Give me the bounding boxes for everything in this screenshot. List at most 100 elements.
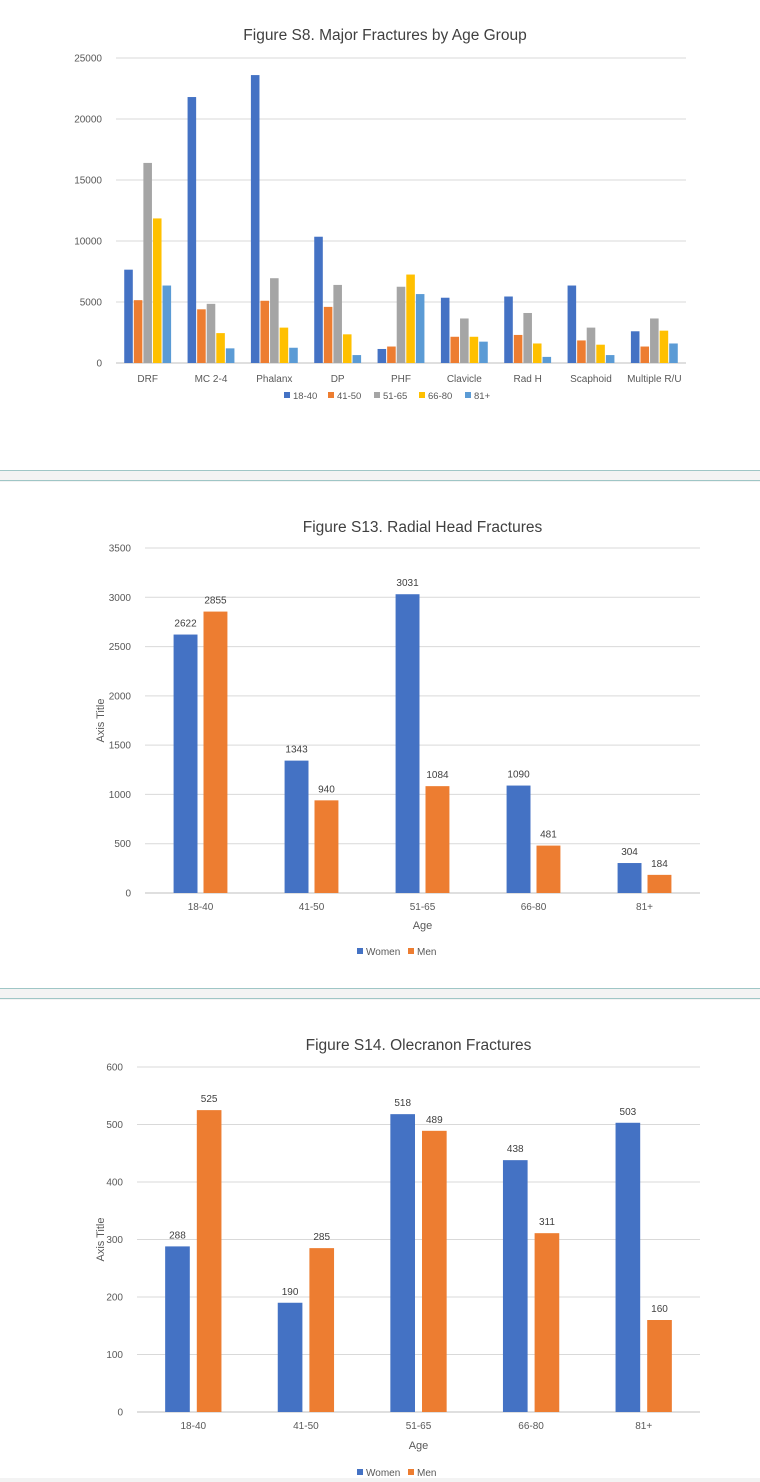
bar-women-66-80 <box>506 785 531 893</box>
bar-18-40-phf <box>377 348 387 363</box>
x-tick-label: Clavicle <box>447 374 482 385</box>
bar-66-80-mc-2-4 <box>216 333 225 363</box>
legend-swatch <box>419 392 425 398</box>
bar-51-65-drf <box>143 162 152 363</box>
data-label: 184 <box>651 859 668 870</box>
chart-panel-s14: Figure S14. Olecranon Fractures 0 100 200 30… <box>0 1000 760 1478</box>
x-tick-label: Rad H <box>513 374 541 385</box>
y-tick-label: 1500 <box>109 741 132 752</box>
x-tick-label: Scaphoid <box>570 374 612 385</box>
legend-swatch <box>408 948 414 954</box>
data-label: 525 <box>201 1094 218 1105</box>
bar-51-65-mc-2-4 <box>206 303 216 363</box>
x-tick-label: 81+ <box>636 902 653 913</box>
bar-18-40-rad-h <box>504 296 513 363</box>
divider <box>0 470 760 471</box>
bar-men-66-80 <box>534 1233 560 1412</box>
bar-51-65-phf <box>396 286 406 363</box>
bar-51-65-scaphoid <box>586 327 596 363</box>
data-label: 1343 <box>285 745 308 756</box>
legend-label: Women <box>366 947 400 958</box>
y-axis-title: Axis Title <box>95 1217 107 1261</box>
y-tick-label: 0 <box>117 1408 123 1419</box>
bar-women-51-65 <box>395 594 420 893</box>
bar-men-18-40 <box>196 1110 222 1412</box>
legend-swatch <box>374 392 380 398</box>
data-label: 3031 <box>396 578 419 589</box>
y-tick-label: 2500 <box>109 642 132 653</box>
bar-women-18-40 <box>173 634 198 893</box>
bar-66-80-rad-h <box>532 343 542 363</box>
bar-18-40-dp <box>314 236 323 363</box>
y-tick-label: 2000 <box>109 691 132 702</box>
bar-women-41-50 <box>284 760 309 893</box>
y-tick-label: 0 <box>125 889 131 900</box>
data-label: 1084 <box>426 770 449 781</box>
data-label: 285 <box>313 1232 330 1243</box>
x-tick-label: 41-50 <box>293 1421 319 1432</box>
legend-label: Men <box>417 947 436 958</box>
bar-18-40-phalanx <box>250 75 260 363</box>
legend-swatch <box>328 392 334 398</box>
x-tick-label: MC 2-4 <box>195 374 228 385</box>
legend-label: 41-50 <box>337 391 361 402</box>
chart-title: Figure S13. Radial Head Fractures <box>303 519 543 536</box>
bar-men-18-40 <box>203 611 228 893</box>
bar-18-40-drf <box>124 269 133 363</box>
bar-18-40-scaphoid <box>567 285 577 363</box>
legend-label: 51-65 <box>383 391 407 402</box>
bar-51-65-dp <box>333 284 342 363</box>
bar-51-65-rad-h <box>523 312 532 363</box>
x-tick-label: 51-65 <box>410 902 436 913</box>
bar-66-80-clavicle <box>469 336 479 363</box>
x-tick-label: DP <box>331 374 345 385</box>
data-label: 160 <box>651 1304 668 1315</box>
bar-men-41-50 <box>309 1248 335 1412</box>
x-axis-title: Age <box>409 1440 429 1452</box>
bar-41-50-mc-2-4 <box>197 309 206 363</box>
bar-18-40-clavicle <box>440 297 450 363</box>
y-tick-label: 500 <box>106 1120 123 1131</box>
legend-swatch <box>357 1469 363 1475</box>
chart-s14: Figure S14. Olecranon Fractures 0 100 200 30… <box>95 1037 700 1478</box>
x-tick-label: PHF <box>391 374 411 385</box>
bar-51-65-phalanx <box>270 278 279 363</box>
bar-66-80-multiple-r-u <box>659 330 669 363</box>
bar-men-81- <box>647 874 672 893</box>
y-tick-label: 100 <box>106 1350 123 1361</box>
divider <box>0 988 760 989</box>
bar-18-40-mc-2-4 <box>187 97 197 363</box>
data-label: 940 <box>318 784 335 795</box>
y-tick-label: 3500 <box>109 544 132 555</box>
data-label: 438 <box>507 1144 524 1155</box>
bar-women-81- <box>615 1122 641 1412</box>
data-label: 2622 <box>174 619 197 630</box>
legend-label: Men <box>417 1468 436 1478</box>
x-tick-label: 18-40 <box>188 902 214 913</box>
data-label: 311 <box>539 1217 555 1228</box>
bar-66-80-phf <box>406 274 415 363</box>
bar-81--clavicle <box>479 341 488 363</box>
bar-women-81- <box>617 863 642 893</box>
bar-81--dp <box>352 355 362 363</box>
y-tick-label: 3000 <box>109 593 132 604</box>
bar-men-81- <box>647 1320 672 1412</box>
chart-s8: Figure S8. Major Fractures by Age Group 0… <box>74 27 686 402</box>
legend-label: 18-40 <box>293 391 317 402</box>
bar-41-50-multiple-r-u <box>640 346 650 363</box>
bar-men-41-50 <box>314 800 339 893</box>
bar-66-80-dp <box>342 334 352 363</box>
y-tick-label: 25000 <box>74 54 102 65</box>
bar-51-65-clavicle <box>460 318 469 363</box>
y-tick-label: 1000 <box>109 790 132 801</box>
y-tick-label: 0 <box>96 359 102 370</box>
legend-label: 81+ <box>474 391 491 402</box>
data-label: 2855 <box>204 596 227 607</box>
data-label: 1090 <box>507 770 530 781</box>
y-tick-label: 15000 <box>74 176 102 187</box>
y-tick-label: 600 <box>106 1063 123 1074</box>
bar-women-41-50 <box>277 1302 303 1412</box>
y-tick-label: 400 <box>106 1178 123 1189</box>
x-tick-label: DRF <box>137 374 158 385</box>
bar-51-65-multiple-r-u <box>650 318 659 363</box>
